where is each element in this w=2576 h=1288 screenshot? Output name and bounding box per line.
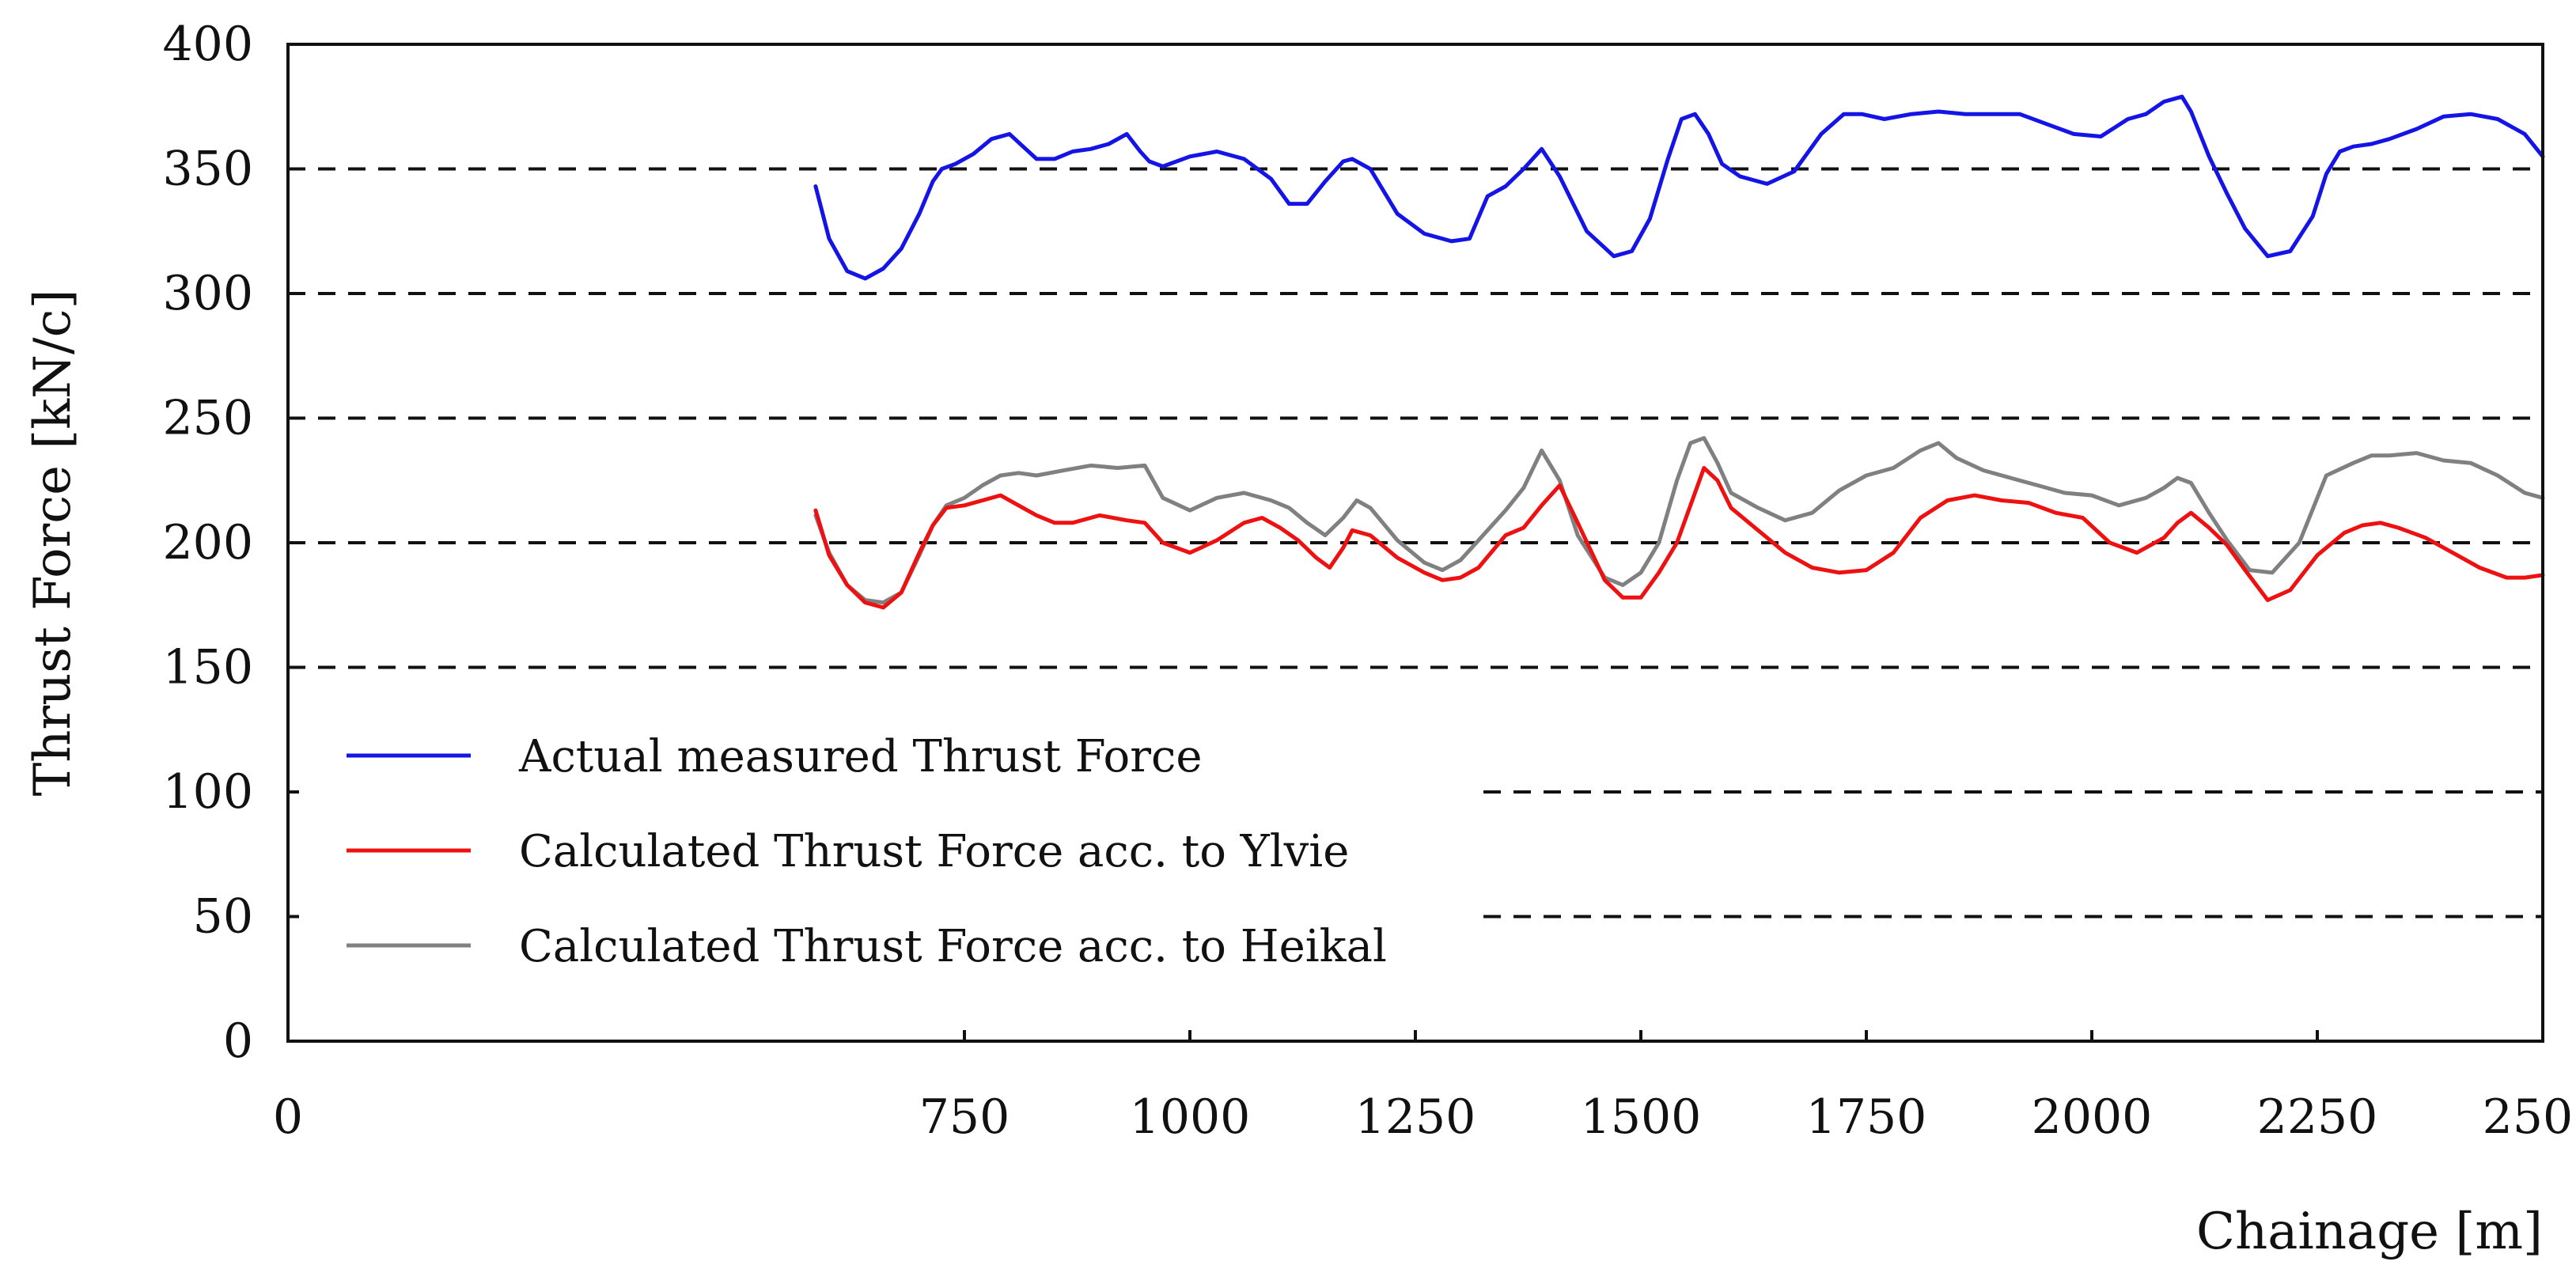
y-axis-label: Thrust Force [kN/c]: [24, 290, 82, 797]
y-tick-label-100: 100: [162, 764, 253, 820]
y-tick-label-250: 250: [162, 391, 253, 446]
x-tick-label-0: 0: [273, 1089, 303, 1145]
gridlines: [288, 167, 2543, 919]
x-tick-label-750: 750: [919, 1089, 1010, 1145]
y-tick-label-200: 200: [162, 515, 253, 570]
x-tick-label-2000: 2000: [2032, 1089, 2153, 1145]
data-series: [813, 94, 2545, 610]
y-tick-label-50: 50: [193, 889, 253, 945]
legend-label-2: Calculated Thrust Force acc. to Ylvie: [519, 826, 1349, 877]
legend: Actual measured Thrust Force Calculated T…: [347, 731, 1387, 972]
legend-label-3: Calculated Thrust Force acc. to Heikal: [519, 921, 1387, 972]
y-tick-label-350: 350: [162, 142, 253, 197]
legend-label-1: Actual measured Thrust Force: [518, 731, 1203, 782]
series-line-3: [813, 436, 2545, 605]
x-tick-labels: 0 750 1000 1250 1500 1750 2000 2250 2500: [273, 1089, 2576, 1145]
x-tick-label-2250: 2250: [2257, 1089, 2378, 1145]
series-line-2: [813, 466, 2545, 610]
y-tick-label-0: 0: [223, 1013, 253, 1069]
series-line-1: [813, 94, 2545, 281]
x-tick-label-1250: 1250: [1355, 1089, 1476, 1145]
y-tick-label-400: 400: [162, 17, 253, 72]
x-tick-label-1750: 1750: [1806, 1089, 1927, 1145]
y-tick-labels: 0 50 100 150 200 250 300 350 400: [162, 17, 253, 1069]
y-tick-label-300: 300: [162, 266, 253, 321]
x-axis-label: Chainage [m]: [2196, 1203, 2543, 1261]
axis-ticks: [286, 43, 2544, 1043]
x-tick-label-2500: 2500: [2483, 1089, 2576, 1145]
y-tick-label-150: 150: [162, 640, 253, 695]
x-tick-label-1500: 1500: [1581, 1089, 1702, 1145]
x-tick-label-1000: 1000: [1130, 1089, 1251, 1145]
